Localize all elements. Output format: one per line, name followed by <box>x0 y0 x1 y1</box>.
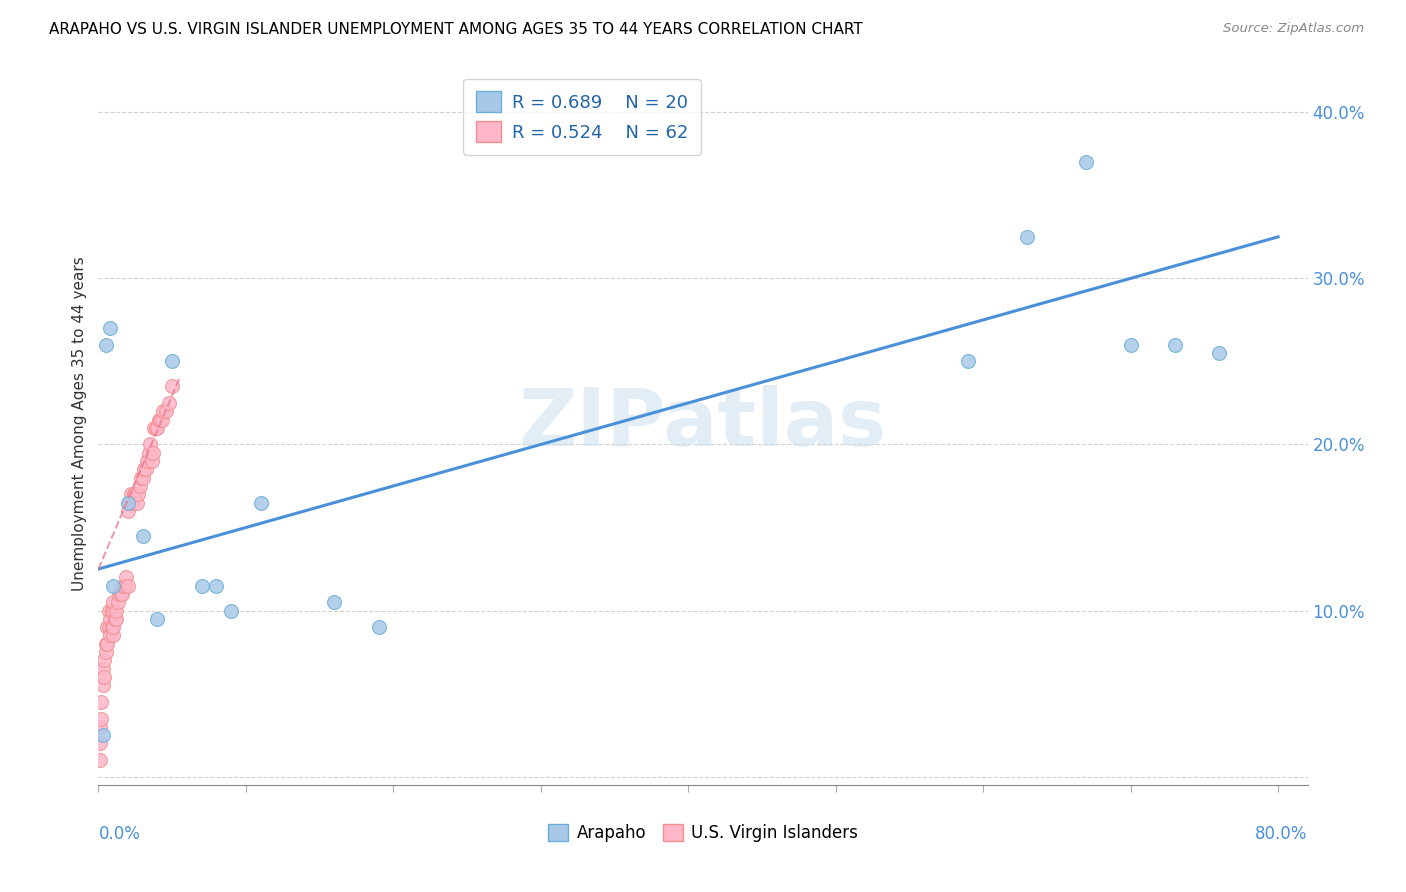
Point <box>101 620 124 634</box>
Point <box>91 678 114 692</box>
Point <box>142 446 165 460</box>
Point <box>104 612 127 626</box>
Point <box>110 587 132 601</box>
Point <box>97 620 120 634</box>
Point <box>96 620 118 634</box>
Point <box>157 396 180 410</box>
Point <box>136 454 159 468</box>
Point <box>114 579 136 593</box>
Point <box>135 462 157 476</box>
Point <box>112 579 135 593</box>
Point <box>143 421 166 435</box>
Point <box>97 603 120 617</box>
Legend: Arapaho, U.S. Virgin Islanders: Arapaho, U.S. Virgin Islanders <box>541 817 865 849</box>
Point <box>101 603 124 617</box>
Point <box>94 645 117 659</box>
Point <box>190 579 212 593</box>
Point <box>152 404 174 418</box>
Point <box>93 670 115 684</box>
Point <box>125 495 148 509</box>
Point <box>122 487 145 501</box>
Point <box>1164 338 1187 352</box>
Point <box>121 495 143 509</box>
Point <box>146 612 169 626</box>
Point <box>1076 155 1098 169</box>
Text: ZIPatlas: ZIPatlas <box>519 384 887 463</box>
Point <box>89 720 111 734</box>
Point <box>149 412 172 426</box>
Point <box>249 495 271 509</box>
Point <box>160 354 183 368</box>
Point <box>105 603 128 617</box>
Point <box>120 487 142 501</box>
Point <box>124 487 146 501</box>
Point <box>100 620 122 634</box>
Point <box>1119 338 1142 352</box>
Text: 80.0%: 80.0% <box>1256 825 1308 843</box>
Point <box>107 595 129 609</box>
Point <box>115 570 138 584</box>
Point <box>128 479 150 493</box>
Point <box>160 379 183 393</box>
Y-axis label: Unemployment Among Ages 35 to 44 years: Unemployment Among Ages 35 to 44 years <box>72 256 87 591</box>
Point <box>96 637 118 651</box>
Point <box>127 487 149 501</box>
Point <box>323 595 346 609</box>
Point <box>1017 230 1039 244</box>
Text: 0.0%: 0.0% <box>98 825 141 843</box>
Point <box>117 579 139 593</box>
Text: ARAPAHO VS U.S. VIRGIN ISLANDER UNEMPLOYMENT AMONG AGES 35 TO 44 YEARS CORRELATI: ARAPAHO VS U.S. VIRGIN ISLANDER UNEMPLOY… <box>49 22 863 37</box>
Point <box>90 712 112 726</box>
Point <box>367 620 389 634</box>
Point <box>957 354 980 368</box>
Point <box>141 454 163 468</box>
Point <box>90 695 112 709</box>
Point <box>129 471 152 485</box>
Point <box>93 653 115 667</box>
Point <box>105 612 128 626</box>
Point <box>205 579 228 593</box>
Point <box>146 421 169 435</box>
Point <box>98 628 121 642</box>
Point <box>98 612 121 626</box>
Point <box>219 603 242 617</box>
Point <box>145 421 167 435</box>
Point <box>91 728 114 742</box>
Point <box>101 595 124 609</box>
Point <box>117 495 139 509</box>
Point <box>150 412 173 426</box>
Text: Source: ZipAtlas.com: Source: ZipAtlas.com <box>1223 22 1364 36</box>
Point <box>148 412 170 426</box>
Point <box>117 504 139 518</box>
Point <box>101 579 124 593</box>
Point <box>155 404 177 418</box>
Point <box>89 753 111 767</box>
Point <box>98 321 121 335</box>
Point <box>111 587 134 601</box>
Point <box>100 603 122 617</box>
Point <box>91 662 114 676</box>
Point <box>94 338 117 352</box>
Point <box>118 495 141 509</box>
Point <box>131 529 153 543</box>
Point <box>101 628 124 642</box>
Point <box>139 437 162 451</box>
Point <box>138 446 160 460</box>
Point <box>89 736 111 750</box>
Point <box>134 462 156 476</box>
Point <box>1208 346 1230 360</box>
Point <box>131 471 153 485</box>
Point <box>108 587 131 601</box>
Point <box>94 637 117 651</box>
